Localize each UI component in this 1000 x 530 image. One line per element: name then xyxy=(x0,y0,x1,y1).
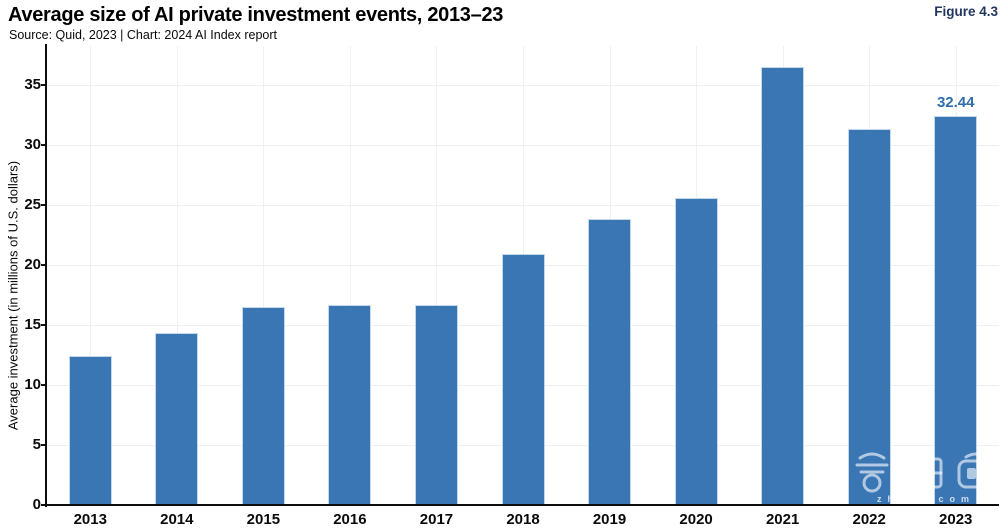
bar-2022 xyxy=(847,129,891,505)
bar-2019 xyxy=(588,219,632,505)
y-tick-mark xyxy=(41,84,46,86)
y-tick-mark xyxy=(41,204,46,206)
x-tick-2016: 2016 xyxy=(333,511,367,528)
gridline-vertical xyxy=(263,46,265,505)
y-tick-10: 10 xyxy=(24,376,41,393)
x-tick-2014: 2014 xyxy=(160,511,194,528)
gridline-vertical xyxy=(176,46,178,505)
y-tick-mark xyxy=(41,144,46,146)
y-tick-5: 5 xyxy=(32,436,41,453)
gridline-vertical xyxy=(90,46,92,505)
bar-2018 xyxy=(501,254,545,505)
y-tick-35: 35 xyxy=(24,76,41,93)
y-tick-20: 20 xyxy=(24,256,41,273)
x-tick-2023: 2023 xyxy=(939,511,973,528)
y-tick-25: 25 xyxy=(24,196,41,213)
chart-source: Source: Quid, 2023 | Chart: 2024 AI Inde… xyxy=(9,28,277,42)
x-tick-2021: 2021 xyxy=(765,511,800,528)
x-tick-2022: 2022 xyxy=(852,511,886,528)
figure-number-label: Figure 4.3 xyxy=(934,4,998,19)
bar-2013 xyxy=(68,356,112,505)
bar-2021 xyxy=(761,67,805,505)
y-tick-mark xyxy=(41,384,46,386)
y-tick-15: 15 xyxy=(24,316,41,333)
bar-2023 xyxy=(934,115,978,505)
data-label-2023: 32.44 xyxy=(936,93,975,111)
y-tick-mark xyxy=(41,324,46,326)
y-tick-mark xyxy=(41,264,46,266)
gridline-vertical xyxy=(436,46,438,505)
y-tick-30: 30 xyxy=(24,136,41,153)
x-tick-2019: 2019 xyxy=(592,511,627,528)
y-tick-0: 0 xyxy=(32,496,41,513)
bar-2020 xyxy=(674,197,718,505)
x-tick-2020: 2020 xyxy=(679,511,713,528)
chart-title: Average size of AI private investment ev… xyxy=(8,4,504,26)
bar-2017 xyxy=(414,304,458,505)
y-tick-mark xyxy=(41,444,46,446)
gridline-vertical xyxy=(349,46,351,505)
bar-2015 xyxy=(241,307,285,505)
x-tick-2017: 2017 xyxy=(419,511,454,528)
x-tick-2013: 2013 xyxy=(73,511,107,528)
bar-2014 xyxy=(155,333,199,505)
x-tick-2018: 2018 xyxy=(506,511,540,528)
x-axis-line xyxy=(45,504,999,506)
y-tick-mark xyxy=(41,504,46,506)
x-tick-2015: 2015 xyxy=(246,511,281,528)
y-axis-line xyxy=(45,44,47,507)
bar-2016 xyxy=(328,304,372,505)
